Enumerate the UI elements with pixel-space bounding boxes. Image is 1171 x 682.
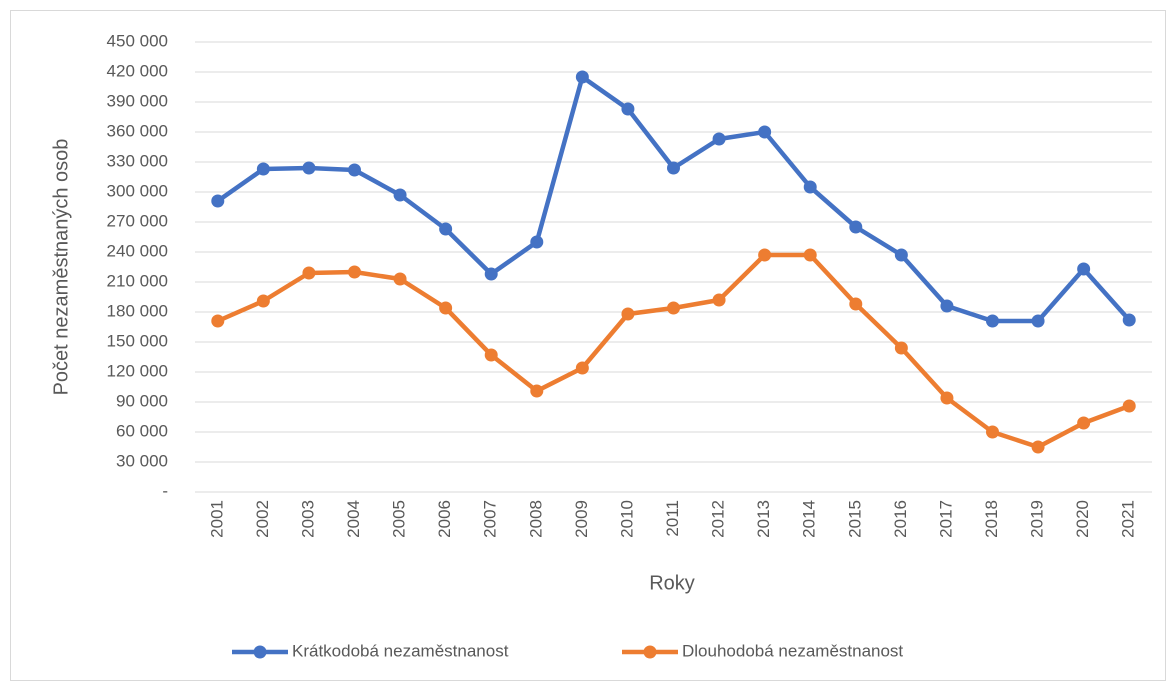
data-point (530, 235, 544, 249)
y-tick-label: 210 000 (107, 271, 168, 290)
data-point (621, 102, 635, 116)
data-point (1031, 440, 1045, 454)
y-tick-label: 60 000 (116, 421, 168, 440)
data-point (940, 391, 954, 405)
data-point (940, 299, 954, 313)
data-point (211, 194, 225, 208)
x-tick-label: 2012 (709, 500, 728, 538)
data-point (1077, 416, 1091, 430)
y-axis-title: Počet nezaměstnaných osob (50, 139, 72, 396)
x-tick-label: 2017 (936, 500, 955, 538)
x-tick-label: 2014 (800, 500, 819, 538)
data-point (667, 161, 680, 175)
x-tick-label: 2002 (253, 500, 272, 538)
data-point (894, 341, 908, 355)
y-tick-label: 450 000 (107, 31, 168, 50)
data-point (1122, 399, 1136, 413)
data-point (484, 348, 498, 362)
x-tick-label: 2001 (207, 500, 226, 538)
data-point (1031, 314, 1045, 328)
x-tick-label: 2008 (526, 500, 545, 538)
x-tick-label: 2013 (754, 500, 773, 538)
x-tick-label: 2015 (845, 500, 864, 538)
x-tick-label: 2018 (982, 500, 1001, 538)
data-point (986, 314, 999, 328)
data-point (256, 162, 270, 176)
y-tick-label: 270 000 (107, 211, 168, 230)
data-point (667, 301, 680, 315)
x-tick-label: 2004 (344, 500, 363, 538)
data-point (803, 180, 817, 194)
data-point (575, 361, 589, 375)
data-point (256, 294, 270, 308)
data-point (621, 307, 635, 321)
data-point (393, 272, 407, 286)
legend-label: Krátkodobá nezaměstnanost (292, 641, 509, 660)
legend-label: Dlouhodobá nezaměstnanost (682, 641, 903, 660)
x-tick-label: 2021 (1119, 500, 1138, 538)
x-tick-label: 2011 (663, 500, 682, 537)
x-tick-label: 2006 (435, 500, 454, 538)
data-point (712, 132, 726, 146)
x-tick-label: 2010 (617, 500, 636, 538)
x-tick-label: 2020 (1073, 500, 1092, 538)
data-point (894, 248, 908, 262)
data-point (302, 266, 316, 280)
y-tick-label: 30 000 (116, 451, 168, 470)
data-point (1077, 262, 1091, 276)
y-tick-label: 420 000 (107, 61, 168, 80)
y-tick-label: 90 000 (116, 391, 168, 410)
chart-frame (10, 10, 1166, 681)
y-tick-label: 150 000 (107, 331, 168, 350)
data-point (986, 425, 999, 439)
x-tick-label: 2005 (390, 500, 409, 538)
data-point (393, 188, 407, 202)
data-point (439, 222, 453, 236)
data-point (758, 248, 772, 262)
y-tick-label: 120 000 (107, 361, 168, 380)
data-point (211, 314, 225, 328)
y-tick-label: 330 000 (107, 151, 168, 170)
x-tick-label: 2016 (891, 500, 910, 538)
legend-marker (643, 645, 657, 659)
x-axis-title: Roky (649, 572, 695, 594)
data-point (348, 163, 361, 177)
data-point (575, 70, 589, 84)
y-tick-label: 390 000 (107, 91, 168, 110)
data-point (758, 125, 772, 139)
x-tick-label: 2003 (298, 500, 317, 538)
y-tick-label: 300 000 (107, 181, 168, 200)
data-point (302, 161, 316, 175)
y-tick-label: 240 000 (107, 241, 168, 260)
data-point (348, 265, 361, 279)
y-tick-label: 180 000 (107, 301, 168, 320)
data-point (849, 220, 863, 234)
x-tick-label: 2009 (572, 500, 591, 538)
data-point (712, 293, 726, 307)
data-point (849, 297, 863, 311)
y-tick-label: - (162, 481, 168, 500)
data-point (530, 384, 544, 398)
data-point (803, 248, 817, 262)
data-point (439, 301, 453, 315)
data-point (484, 267, 498, 281)
data-point (1122, 313, 1136, 327)
x-tick-label: 2007 (481, 500, 500, 538)
legend-marker (253, 645, 267, 659)
y-tick-label: 360 000 (107, 121, 168, 140)
x-tick-label: 2019 (1028, 500, 1047, 538)
